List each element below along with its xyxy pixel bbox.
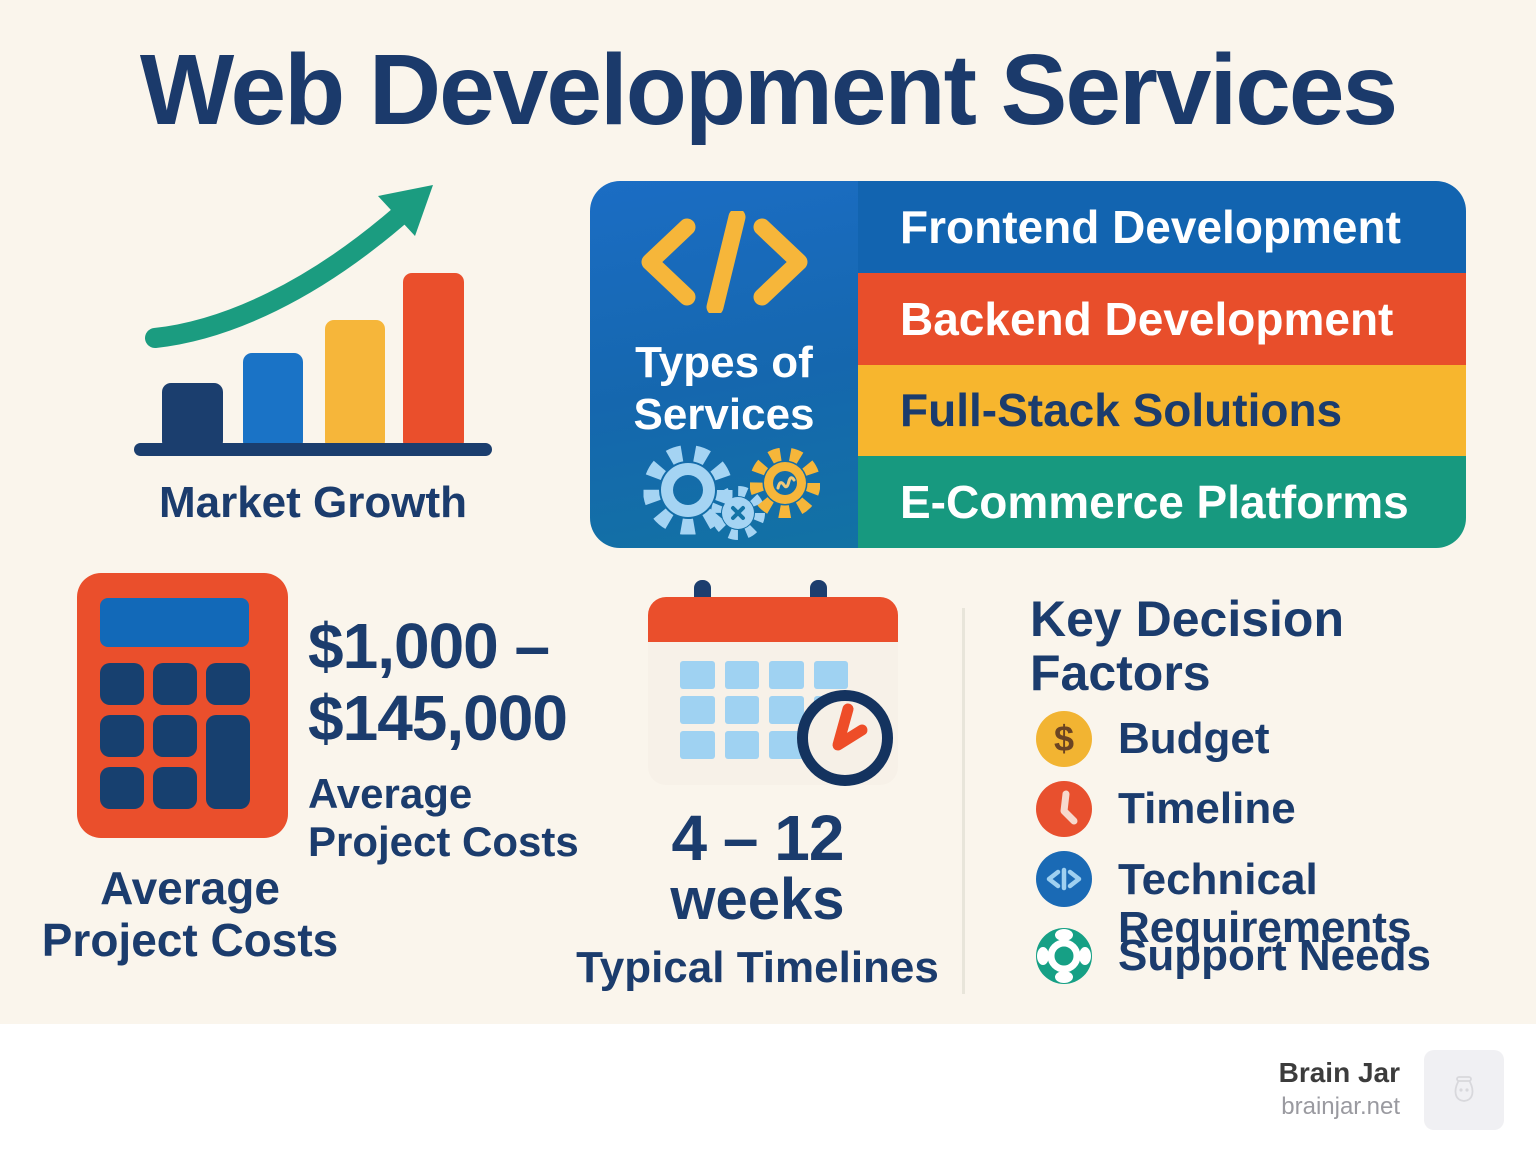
dollar-symbol: $ — [1053, 718, 1075, 759]
calendar-cell — [680, 661, 715, 689]
calculator-button — [100, 663, 144, 705]
brand-text: Brain Jar brainjar.net — [1100, 1056, 1400, 1122]
calculator-button — [100, 767, 144, 809]
growth-arrow-icon — [145, 207, 408, 348]
calculator-button-tall — [206, 715, 250, 809]
service-row-frontend: Frontend Development — [858, 181, 1466, 273]
calculator-button — [153, 715, 197, 757]
calendar-clock-icon — [648, 580, 898, 792]
gear-large — [643, 445, 733, 535]
calculator-icon — [77, 573, 288, 838]
gear-scribble — [776, 476, 796, 490]
growth-bar-4 — [403, 273, 464, 450]
calendar-cell — [769, 661, 804, 689]
lifebuoy-icon — [1036, 928, 1092, 984]
footer-band — [0, 1024, 1536, 1154]
growth-bar-1 — [162, 383, 223, 450]
page-title: Web Development Services — [139, 34, 1398, 146]
calendar-cell — [724, 696, 759, 724]
calculator-button — [206, 663, 250, 705]
gear-yellow — [749, 447, 820, 519]
code-glyph — [1046, 867, 1082, 891]
factors-title-line1: Key Decision — [1030, 591, 1345, 647]
clock-hands — [1060, 790, 1078, 825]
calendar-cell — [769, 696, 804, 724]
service-row-backend: Backend Development — [858, 272, 1466, 365]
gears-icon — [643, 445, 820, 540]
factor-item-support: Support Needs — [1036, 928, 1431, 984]
service-row-label: Backend Development — [900, 292, 1394, 345]
lifebuoy-glyph — [1037, 929, 1091, 983]
brand-logo — [1424, 1050, 1504, 1130]
factors-title: Key Decision Factors — [1030, 592, 1344, 700]
average-project-costs-line1: Average — [100, 862, 280, 914]
services-panel: Types of Services — [590, 181, 858, 548]
services-panel-title: Types of Services — [633, 338, 815, 439]
cost-caption-line1: Average — [308, 770, 473, 817]
factor-label-timeline: Timeline — [1118, 784, 1296, 833]
calculator-button — [153, 663, 197, 705]
factor-label-support: Support Needs — [1118, 931, 1431, 980]
cost-caption-line2: Project Costs — [308, 818, 579, 865]
services-card: Types of Services — [590, 181, 1466, 548]
growth-bar-2 — [243, 353, 303, 450]
market-growth-label: Market Growth — [158, 478, 468, 527]
clock-hands — [832, 703, 868, 751]
service-row-fullstack: Full-Stack Solutions — [858, 364, 1466, 457]
calendar-cell — [680, 731, 715, 759]
factor-label-budget: Budget — [1118, 714, 1270, 763]
gear-small — [711, 486, 765, 540]
growth-bar-3 — [325, 320, 385, 450]
vertical-divider — [962, 608, 965, 994]
average-project-costs-line2: Project Costs — [41, 914, 339, 966]
calendar-cell — [680, 696, 715, 724]
calendar-cell — [724, 731, 759, 759]
cost-range-line2: $145,000 — [308, 682, 568, 754]
code-brackets-icon — [1036, 851, 1092, 907]
service-row-label: Full-Stack Solutions — [900, 384, 1343, 437]
dollar-coin-icon: $ — [1036, 711, 1092, 767]
brand-name: Brain Jar — [1278, 1057, 1400, 1088]
clock-icon — [797, 690, 893, 786]
jar-icon — [1454, 1076, 1474, 1102]
services-rows: Frontend Development Backend Development… — [858, 181, 1466, 548]
service-row-label: E-Commerce Platforms — [900, 476, 1409, 529]
timelines-block: 4 – 12 weeks Typical Timelines — [575, 806, 940, 992]
timeline-caption: Typical Timelines — [576, 943, 939, 992]
calendar-cell — [813, 661, 848, 689]
factor-item-budget: $ Budget — [1036, 711, 1270, 767]
calendar-header — [648, 597, 898, 642]
factor-label-technical: Technical Requirements — [1118, 855, 1412, 952]
cost-range-caption: Average Project Costs — [308, 770, 638, 866]
factor-item-technical: Technical Requirements — [1036, 851, 1478, 952]
service-row-label: Frontend Development — [900, 200, 1401, 253]
factors-title-line2: Factors — [1030, 645, 1211, 701]
growth-bar-chart-icon — [134, 185, 492, 456]
timeline-range-line2: weeks — [670, 867, 845, 932]
calculator-screen — [100, 598, 249, 647]
brand-site: brainjar.net — [1281, 1093, 1400, 1120]
timeline-range-line1: 4 – 12 — [671, 802, 845, 874]
growth-arrow-head — [378, 185, 433, 236]
code-brackets-icon — [641, 211, 808, 313]
growth-baseline — [134, 443, 492, 456]
calculator-button — [153, 767, 197, 809]
cost-range-block: $1,000 – $145,000 Average Project Costs — [308, 610, 638, 866]
service-row-ecommerce: E-Commerce Platforms — [858, 456, 1466, 548]
average-project-costs-label: Average Project Costs — [35, 862, 345, 966]
calendar-cell — [724, 661, 759, 689]
cost-range-line1: $1,000 – — [308, 610, 550, 682]
calculator-button — [100, 715, 144, 757]
clock-icon — [1036, 781, 1092, 837]
factor-item-timeline: Timeline — [1036, 781, 1296, 837]
